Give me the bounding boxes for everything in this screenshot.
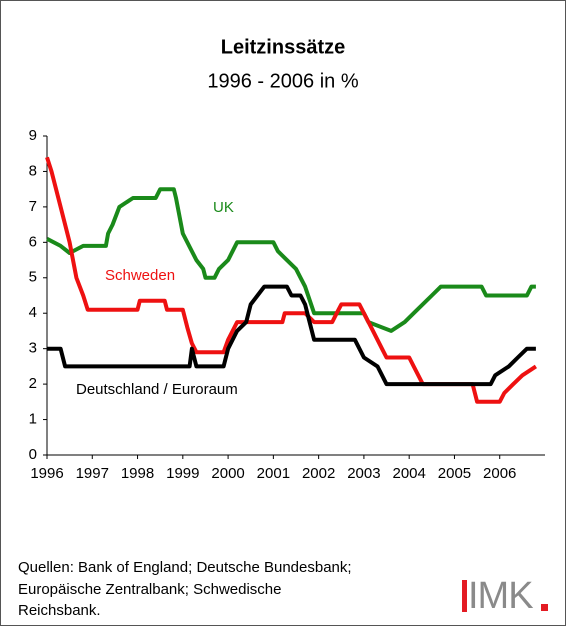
x-tick-label: 1999 bbox=[166, 465, 199, 482]
x-tick-label: 1996 bbox=[30, 465, 63, 482]
logo-dot bbox=[541, 604, 548, 611]
source-line: Quellen: Bank of England; Deutsche Bunde… bbox=[18, 559, 352, 576]
y-tick-label: 5 bbox=[29, 269, 37, 286]
source-line: Europäische Zentralbank; Schwedische bbox=[18, 581, 281, 598]
x-tick-label: 1997 bbox=[76, 465, 109, 482]
x-tick-label: 2006 bbox=[483, 465, 516, 482]
x-tick-label: 1998 bbox=[121, 465, 154, 482]
x-tick-label: 2002 bbox=[302, 465, 335, 482]
series-line bbox=[47, 284, 536, 387]
source-line: Reichsbank. bbox=[18, 602, 101, 619]
y-tick-label: 7 bbox=[29, 198, 37, 215]
x-tick-label: 2004 bbox=[392, 465, 425, 482]
y-tick-label: 0 bbox=[29, 446, 37, 463]
y-tick-label: 2 bbox=[29, 375, 37, 392]
y-tick-label: 9 bbox=[29, 127, 37, 144]
y-tick-label: 1 bbox=[29, 411, 37, 428]
chart-title: Leitzinssätze bbox=[221, 36, 345, 58]
logo-bar bbox=[462, 580, 467, 612]
x-tick-label: 2005 bbox=[438, 465, 471, 482]
chart-subtitle: 1996 - 2006 in % bbox=[207, 70, 358, 92]
logo: IMK bbox=[468, 575, 533, 617]
y-tick-label: 6 bbox=[29, 233, 37, 250]
series-label: Deutschland / Euroraum bbox=[76, 381, 238, 398]
series-line bbox=[46, 187, 536, 333]
x-tick-label: 2003 bbox=[347, 465, 380, 482]
series-label: UK bbox=[213, 199, 234, 216]
x-tick-label: 2001 bbox=[257, 465, 290, 482]
y-tick-label: 4 bbox=[29, 304, 37, 321]
y-tick-label: 8 bbox=[29, 162, 37, 179]
series-label: Schweden bbox=[105, 267, 175, 284]
y-tick-label: 3 bbox=[29, 340, 37, 357]
x-tick-label: 2000 bbox=[211, 465, 244, 482]
